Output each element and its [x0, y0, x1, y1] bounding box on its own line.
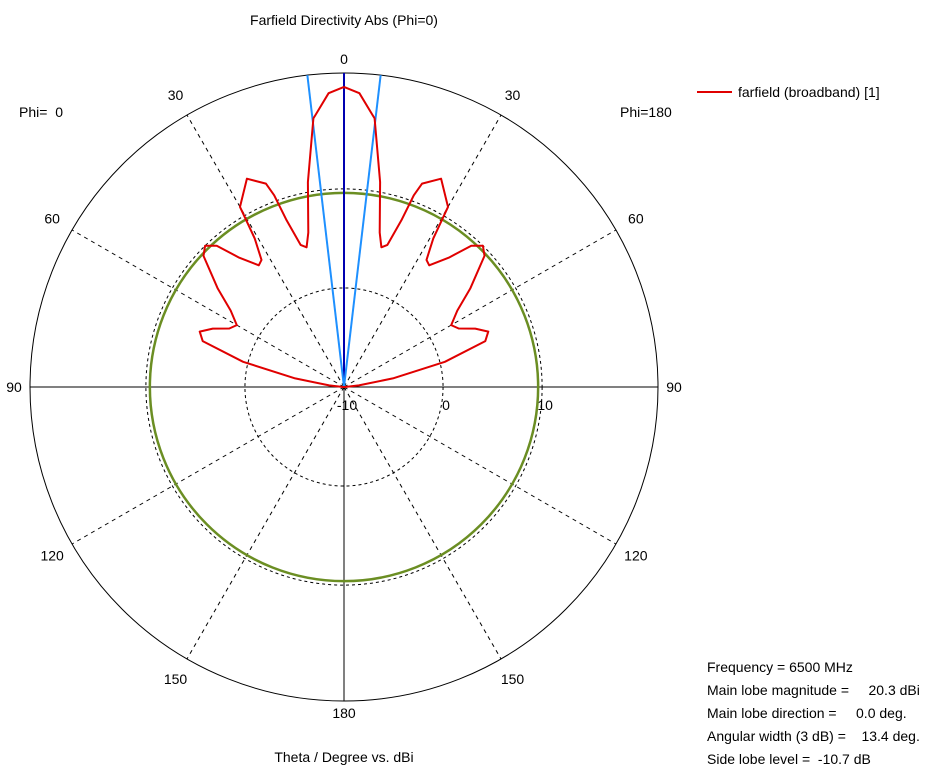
- spoke-240: [71, 386, 345, 545]
- angle-tick-label: 60: [44, 211, 60, 227]
- legend-label: farfield (broadband) [1]: [738, 84, 880, 100]
- angle-tick-label: 150: [164, 671, 188, 687]
- legend: farfield (broadband) [1]: [697, 84, 880, 100]
- angle-tick-label: 150: [501, 671, 525, 687]
- side-lobe-level-text: Side lobe level = -10.7 dB: [707, 751, 871, 767]
- angle-tick-label: 120: [40, 548, 64, 564]
- angle-tick-label: 180: [332, 705, 356, 721]
- angular-width-text: Angular width (3 dB) = 13.4 deg.: [707, 728, 920, 744]
- main-lobe-magnitude-text: Main lobe magnitude = 20.3 dBi: [707, 682, 920, 698]
- chart-title: Farfield Directivity Abs (Phi=0): [250, 12, 438, 28]
- radial-tick-label: -10: [337, 397, 357, 413]
- chart-labels: 0 30 30 60 60 90 90 120 120 150 150 180 -10 0 10: [6, 51, 682, 721]
- angle-tick-label: 30: [505, 87, 521, 103]
- angle-tick-label: 120: [624, 548, 648, 564]
- angle-tick-label: 60: [628, 211, 644, 227]
- phi-right-label: Phi=180: [620, 104, 672, 120]
- angle-tick-label: 0: [340, 51, 348, 67]
- angle-tick-label: 90: [6, 379, 22, 395]
- spoke-300: [71, 229, 345, 388]
- spoke-120: [343, 386, 617, 545]
- spoke-60: [343, 229, 617, 388]
- x-axis-label: Theta / Degree vs. dBi: [274, 749, 413, 765]
- farfield-info-panel: Frequency = 6500 MHz Main lobe magnitude…: [707, 656, 920, 771]
- series-line-0: [198, 85, 490, 388]
- spoke-210: [186, 386, 345, 660]
- radial-tick-label: 10: [537, 397, 553, 413]
- radial-tick-label: 0: [442, 397, 450, 413]
- angle-tick-label: 90: [666, 379, 682, 395]
- main-lobe-direction-text: Main lobe direction = 0.0 deg.: [707, 705, 907, 721]
- phi-left-label: Phi= 0: [19, 104, 63, 120]
- frequency-text: Frequency = 6500 MHz: [707, 659, 853, 675]
- spoke-150: [343, 386, 502, 660]
- chart-series: [198, 85, 490, 388]
- angle-tick-label: 30: [168, 87, 184, 103]
